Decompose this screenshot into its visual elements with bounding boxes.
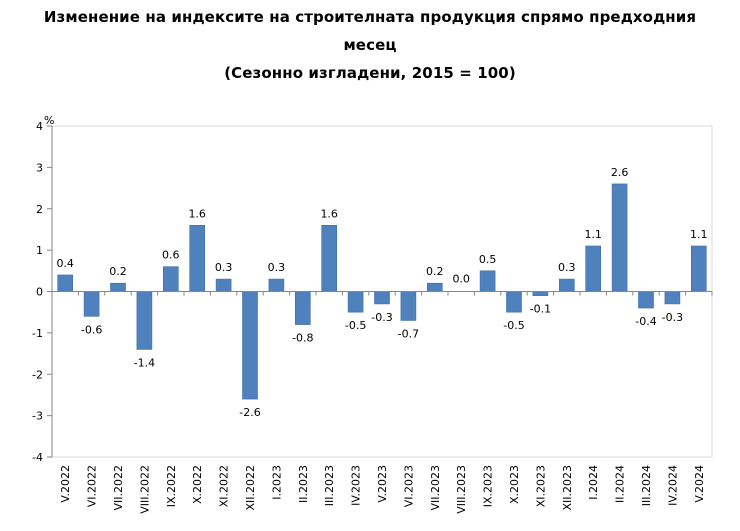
data-label: 0.5 <box>479 253 497 266</box>
x-tick-label: XII.2023 <box>561 465 574 511</box>
x-tick-label: VIII.2022 <box>138 465 151 514</box>
y-tick-label: 4 <box>36 120 43 133</box>
bar-VII.2023 <box>426 282 443 292</box>
x-tick-label: IV.2023 <box>350 465 363 506</box>
data-label: -0.3 <box>371 311 392 324</box>
data-label: 0.2 <box>109 265 127 278</box>
bar-III.2024 <box>638 291 654 309</box>
x-tick-label: II.2024 <box>614 465 627 503</box>
data-label: 0.3 <box>215 261 233 274</box>
data-label: -0.8 <box>292 332 313 345</box>
bar-V.2022 <box>57 274 74 292</box>
data-label: 0.6 <box>162 249 180 262</box>
x-tick-label: VI.2022 <box>86 465 99 507</box>
data-label: -0.7 <box>398 327 419 340</box>
bar-VI.2022 <box>83 291 100 317</box>
bar-XII.2023 <box>558 278 575 292</box>
x-tick-label: VIII.2023 <box>455 465 468 514</box>
x-tick-label: XII.2022 <box>244 465 257 511</box>
bar-II.2024 <box>611 183 628 292</box>
bar-I.2023 <box>268 278 285 292</box>
y-tick-label: 2 <box>36 203 43 216</box>
data-label: 1.6 <box>320 207 338 220</box>
bar-IX.2022 <box>163 266 179 292</box>
bar-XII.2022 <box>242 291 258 400</box>
x-tick-label: IV.2024 <box>666 465 679 506</box>
x-tick-label: V.2023 <box>376 465 389 503</box>
chart-title-line2: месец <box>343 36 397 54</box>
y-tick-label: 1 <box>36 244 43 257</box>
data-label: -0.1 <box>530 303 551 316</box>
x-tick-label: II.2023 <box>297 465 310 503</box>
x-tick-label: VII.2023 <box>429 465 442 511</box>
bar-IV.2024 <box>664 291 681 305</box>
x-tick-label: III.2023 <box>323 465 336 506</box>
bar-IV.2023 <box>347 291 364 313</box>
bar-X.2023 <box>506 291 522 313</box>
x-tick-label: XI.2023 <box>534 465 547 507</box>
bar-VII.2022 <box>110 282 126 292</box>
data-label: -0.5 <box>345 319 366 332</box>
y-tick-label: -3 <box>32 410 43 423</box>
bar-II.2023 <box>294 291 311 325</box>
y-tick-label: -1 <box>32 327 43 340</box>
data-label: 1.1 <box>584 228 602 241</box>
data-label: -0.4 <box>635 315 656 328</box>
bar-XI.2023 <box>532 291 549 296</box>
x-tick-label: VII.2022 <box>112 465 125 511</box>
x-tick-label: V.2024 <box>693 465 706 503</box>
x-tick-label: VI.2023 <box>402 465 415 507</box>
data-label: 0.3 <box>268 261 286 274</box>
y-tick-label: -4 <box>32 451 43 464</box>
bar-III.2023 <box>321 225 338 292</box>
bar-V.2023 <box>374 291 390 305</box>
chart-title-line1: Изменение на индексите на строителната п… <box>43 8 697 26</box>
bar-IX.2023 <box>479 270 496 292</box>
x-tick-label: X.2022 <box>191 465 204 504</box>
x-tick-label: IX.2023 <box>482 465 495 507</box>
y-tick-label: -2 <box>32 368 43 381</box>
bar-VIII.2022 <box>136 291 153 350</box>
data-label: 0.0 <box>452 273 470 286</box>
bar-X.2022 <box>189 225 205 292</box>
data-label: -0.6 <box>81 323 102 336</box>
data-label: 0.4 <box>56 257 74 270</box>
x-tick-label: I.2023 <box>270 465 283 500</box>
data-label: 2.6 <box>611 166 629 179</box>
y-tick-label: 0 <box>36 286 43 299</box>
bar-I.2024 <box>585 245 602 292</box>
chart-subtitle: (Сезонно изгладени, 2015 = 100) <box>224 64 516 82</box>
data-label: -0.5 <box>503 319 524 332</box>
x-tick-label: V.2022 <box>59 465 72 503</box>
bar-V.2024 <box>690 245 707 292</box>
data-label: -2.6 <box>239 406 260 419</box>
x-tick-label: XI.2022 <box>218 465 231 507</box>
data-label: 0.2 <box>426 265 444 278</box>
bar-XI.2022 <box>215 278 232 292</box>
x-tick-label: X.2023 <box>508 465 521 504</box>
y-axis-label: % <box>44 114 54 127</box>
data-label: 1.1 <box>690 228 708 241</box>
x-tick-label: III.2024 <box>640 465 653 506</box>
bar-VI.2023 <box>400 291 417 321</box>
y-tick-label: 3 <box>36 161 43 174</box>
x-tick-label: IX.2022 <box>165 465 178 507</box>
data-label: 1.6 <box>188 207 206 220</box>
data-label: -1.4 <box>134 356 155 369</box>
data-label: -0.3 <box>662 311 683 324</box>
data-label: 0.3 <box>558 261 576 274</box>
x-tick-label: I.2024 <box>587 465 600 500</box>
